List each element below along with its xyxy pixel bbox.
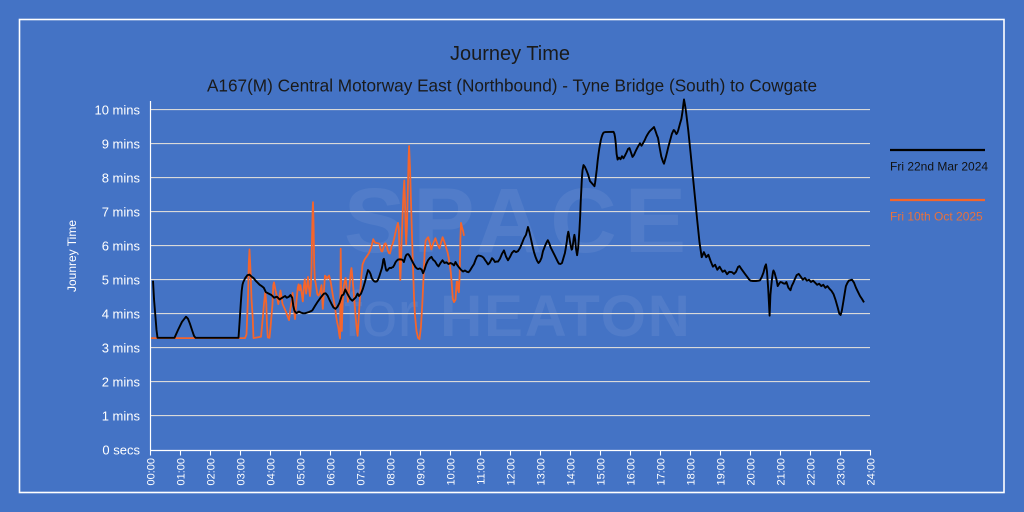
svg-text:9 mins: 9 mins <box>102 137 141 152</box>
svg-text:16:00: 16:00 <box>626 458 638 486</box>
svg-text:3 mins: 3 mins <box>102 341 141 356</box>
svg-text:Fri 22nd Mar 2024: Fri 22nd Mar 2024 <box>890 160 988 174</box>
svg-text:04:00: 04:00 <box>266 458 278 486</box>
svg-text:03:00: 03:00 <box>236 458 248 486</box>
svg-text:17:00: 17:00 <box>656 458 668 486</box>
svg-text:02:00: 02:00 <box>206 458 218 486</box>
svg-text:15:00: 15:00 <box>596 458 608 486</box>
svg-text:HEATON: HEATON <box>440 284 692 349</box>
svg-text:05:00: 05:00 <box>296 458 308 486</box>
svg-text:19:00: 19:00 <box>716 458 728 486</box>
svg-text:10 mins: 10 mins <box>94 103 140 118</box>
svg-text:00:00: 00:00 <box>146 458 158 486</box>
svg-text:13:00: 13:00 <box>536 458 548 486</box>
svg-text:09:00: 09:00 <box>416 458 428 486</box>
svg-text:1 mins: 1 mins <box>102 409 141 424</box>
svg-text:7 mins: 7 mins <box>102 205 141 220</box>
svg-text:11:00: 11:00 <box>476 458 488 485</box>
svg-text:5 mins: 5 mins <box>102 273 141 288</box>
svg-text:2 mins: 2 mins <box>102 375 141 390</box>
svg-text:10:00: 10:00 <box>446 458 458 486</box>
svg-text:18:00: 18:00 <box>686 458 698 486</box>
svg-text:01:00: 01:00 <box>176 458 188 486</box>
svg-text:Fri 10th Oct 2025: Fri 10th Oct 2025 <box>890 210 983 224</box>
svg-text:23:00: 23:00 <box>836 458 848 486</box>
svg-text:22:00: 22:00 <box>806 458 818 486</box>
svg-text:20:00: 20:00 <box>746 458 758 486</box>
svg-text:8 mins: 8 mins <box>102 171 141 186</box>
svg-text:06:00: 06:00 <box>326 458 338 486</box>
svg-text:0 secs: 0 secs <box>102 443 140 458</box>
svg-text:08:00: 08:00 <box>386 458 398 486</box>
svg-text:Jounrey Time: Jounrey Time <box>65 220 79 292</box>
svg-text:Journey Time: Journey Time <box>450 43 570 65</box>
svg-text:A167(M) Central Motorway East: A167(M) Central Motorway East (Northboun… <box>207 76 817 96</box>
svg-text:07:00: 07:00 <box>356 458 368 486</box>
svg-text:SPACE: SPACE <box>344 170 694 272</box>
svg-text:24:00: 24:00 <box>866 458 878 486</box>
svg-text:6 mins: 6 mins <box>102 239 141 254</box>
svg-text:12:00: 12:00 <box>506 458 518 486</box>
svg-text:4 mins: 4 mins <box>102 307 141 322</box>
svg-text:21:00: 21:00 <box>776 458 788 486</box>
svg-text:14:00: 14:00 <box>566 458 578 486</box>
